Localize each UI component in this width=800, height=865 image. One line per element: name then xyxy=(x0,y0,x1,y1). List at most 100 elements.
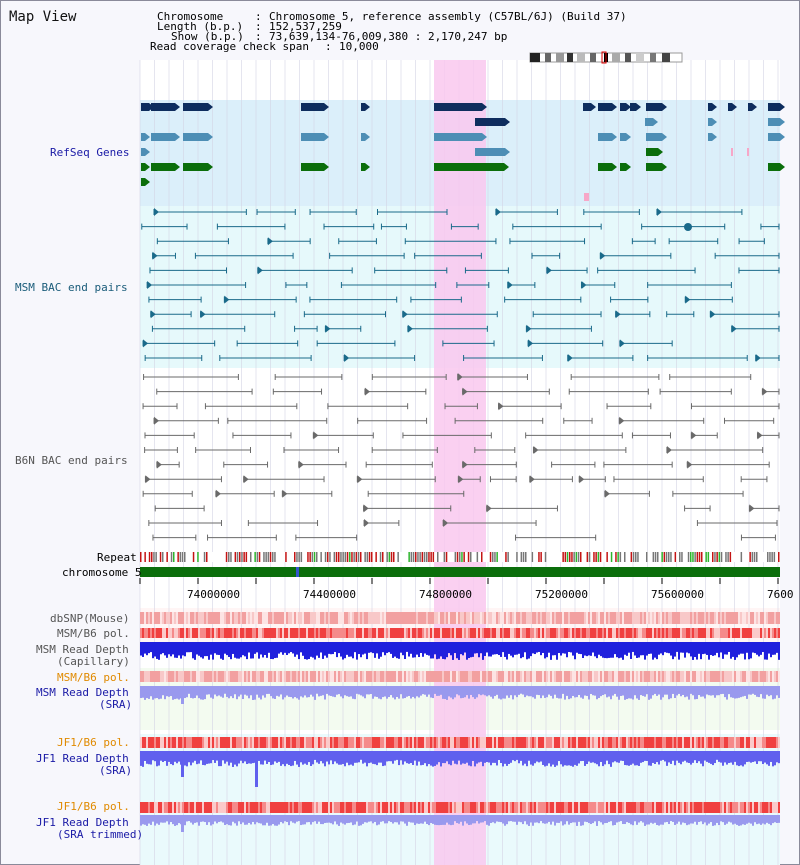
heat-cell xyxy=(218,671,220,682)
depth-bar xyxy=(282,751,284,765)
heat-cell xyxy=(778,802,780,813)
heat-cell xyxy=(154,737,156,748)
depth-bar xyxy=(358,642,360,655)
depth-bar xyxy=(516,815,518,825)
repeat-element xyxy=(366,552,369,562)
repeat-element xyxy=(390,552,393,562)
msm-bac-label[interactable]: MSM BAC end pairs xyxy=(15,281,128,294)
depth-bar xyxy=(642,686,644,696)
depth-bar xyxy=(302,686,304,698)
heat-cell xyxy=(596,802,598,813)
depth-bar xyxy=(330,642,332,655)
heat-cell xyxy=(516,671,518,682)
heat-cell xyxy=(540,737,542,748)
depth-bar xyxy=(650,642,652,654)
depth-bar xyxy=(722,642,724,659)
depth-bar xyxy=(556,751,558,766)
heat-cell xyxy=(360,671,362,682)
heat-cell xyxy=(456,612,458,624)
repeat-element xyxy=(316,552,318,562)
gene-glyph xyxy=(141,148,145,156)
heat-cell xyxy=(712,802,714,813)
depth-bar xyxy=(324,815,326,823)
heat-cell xyxy=(156,671,158,682)
depth-bar xyxy=(604,751,606,765)
repeat-element xyxy=(170,552,173,562)
heat-cell xyxy=(700,737,702,748)
heat-cell xyxy=(442,737,444,748)
heat-cell xyxy=(712,671,714,682)
repeat-element xyxy=(615,552,617,562)
heat-cell xyxy=(694,612,696,624)
heat-cell xyxy=(408,737,410,748)
depth-bar xyxy=(418,815,420,824)
depth-bar xyxy=(586,815,588,823)
msm-read-depth-sra-label[interactable]: MSM Read Depth xyxy=(36,686,129,699)
depth-bar xyxy=(538,642,540,652)
heat-cell xyxy=(310,802,312,813)
repeat-label[interactable]: Repeat xyxy=(97,551,137,564)
depth-bar xyxy=(620,751,622,761)
heat-cell xyxy=(224,802,226,813)
jf1-b6-pol-trim-label[interactable]: JF1/B6 pol. xyxy=(57,800,130,813)
depth-bar xyxy=(476,815,478,822)
heat-cell xyxy=(762,737,764,748)
gene-arrow xyxy=(365,103,370,111)
depth-bar xyxy=(260,751,262,765)
heat-cell xyxy=(374,802,376,813)
depth-bar xyxy=(396,686,398,697)
depth-bar xyxy=(478,686,480,695)
gene-glyph xyxy=(748,103,752,111)
heat-cell xyxy=(388,628,390,638)
gene-glyph xyxy=(434,133,482,141)
depth-bar xyxy=(168,815,170,825)
heat-cell xyxy=(738,802,740,813)
depth-bar xyxy=(752,751,754,762)
heat-cell xyxy=(776,671,778,682)
msm-b6-pol-label[interactable]: MSM/B6 pol. xyxy=(57,627,130,640)
depth-bar xyxy=(290,686,292,698)
heat-cell xyxy=(710,737,712,748)
gene-arrow xyxy=(780,118,785,126)
depth-bar xyxy=(388,686,390,698)
heat-cell xyxy=(194,802,196,813)
heat-cell xyxy=(468,671,470,682)
msm-read-depth-capillary-label[interactable]: MSM Read Depth xyxy=(36,643,129,656)
msm-b6-pol-sra-label[interactable]: MSM/B6 pol. xyxy=(57,671,130,684)
heat-cell xyxy=(144,737,146,748)
jf1-b6-pol-label[interactable]: JF1/B6 pol. xyxy=(57,736,130,749)
heat-cell xyxy=(308,737,310,748)
heat-cell xyxy=(360,628,362,638)
jf1-read-depth-trim-label[interactable]: JF1 Read Depth xyxy=(36,816,129,829)
heat-cell xyxy=(396,737,398,748)
depth-bar xyxy=(178,686,180,700)
heat-cell xyxy=(472,802,474,813)
heat-cell xyxy=(256,671,258,682)
depth-bar xyxy=(181,751,184,777)
heat-cell xyxy=(172,612,174,624)
b6n-bac-label[interactable]: B6N BAC end pairs xyxy=(15,454,128,467)
depth-bar xyxy=(266,815,268,823)
bac-end-arrow xyxy=(533,446,539,454)
gene-glyph xyxy=(301,133,324,141)
heat-cell xyxy=(298,671,300,682)
heat-cell xyxy=(548,802,550,813)
heat-cell xyxy=(364,802,366,813)
heat-cell xyxy=(632,628,634,638)
depth-bar xyxy=(410,815,412,823)
jf1-read-depth-label[interactable]: JF1 Read Depth xyxy=(36,752,129,765)
depth-bar xyxy=(252,815,254,822)
heat-cell xyxy=(392,737,394,748)
heat-cell xyxy=(534,612,536,624)
dbsnp-label[interactable]: dbSNP(Mouse) xyxy=(50,612,130,625)
depth-bar xyxy=(418,751,420,762)
refseq-genes-label[interactable]: RefSeq Genes xyxy=(50,146,130,159)
heat-cell xyxy=(664,612,666,624)
heat-cell xyxy=(668,737,670,748)
heat-cell xyxy=(520,628,522,638)
heat-cell xyxy=(454,628,456,638)
depth-bar xyxy=(490,642,492,657)
repeat-element xyxy=(520,552,523,562)
chromosome-label[interactable]: chromosome 5 xyxy=(62,566,142,579)
